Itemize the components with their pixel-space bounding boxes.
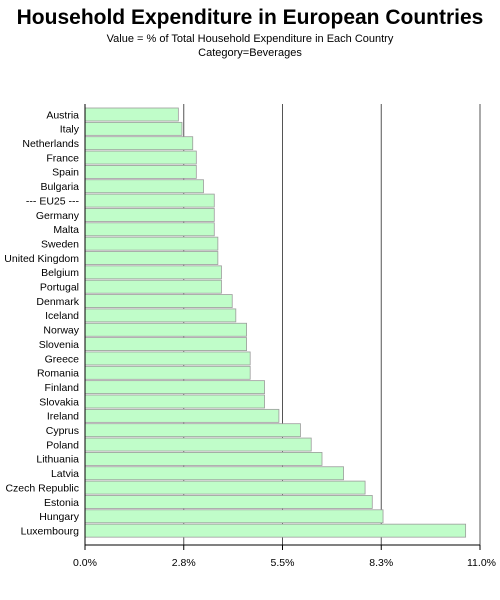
bar — [84, 265, 222, 280]
bar — [84, 394, 265, 409]
bar — [84, 222, 215, 237]
bar — [84, 509, 384, 524]
category-label: France — [46, 152, 79, 164]
category-label: Bulgaria — [40, 181, 79, 193]
bar — [84, 179, 204, 194]
bar — [84, 308, 237, 323]
category-label: Germany — [36, 210, 80, 222]
category-label: Austria — [46, 109, 79, 121]
category-label: Finland — [45, 382, 80, 394]
bar — [84, 495, 373, 509]
category-label: --- EU25 --- — [26, 195, 80, 207]
bar — [84, 337, 247, 352]
x-tick-label: 11.0% — [467, 557, 496, 569]
bar — [84, 480, 366, 495]
bar — [84, 466, 344, 481]
category-labels: Austria Italy Netherlands France Spain Bulgar… — [4, 109, 79, 537]
category-label: Greece — [45, 353, 80, 365]
tick-labels: 0.0% 2.8% 5.5% 8.3% 11.0% — [73, 557, 496, 569]
x-tick-label: 5.5% — [271, 557, 295, 569]
chart-subtitle: Value = % of Total Household Expenditure… — [106, 33, 394, 45]
bar — [84, 423, 301, 438]
bar — [84, 322, 247, 337]
category-label: Luxembourg — [21, 525, 80, 537]
category-label: Italy — [60, 124, 80, 136]
bar — [84, 150, 197, 165]
x-tick-label: 0.0% — [73, 557, 97, 569]
category-label: Belgium — [41, 267, 79, 279]
bar — [84, 236, 219, 251]
bar — [84, 451, 323, 466]
bar — [84, 164, 197, 179]
category-label: Poland — [46, 439, 79, 451]
category-label: Ireland — [47, 411, 79, 423]
category-label: Hungary — [39, 511, 79, 523]
category-label: Cyprus — [46, 425, 79, 437]
bar — [84, 365, 251, 380]
bar — [84, 294, 233, 308]
category-label: Romania — [37, 368, 79, 380]
axes — [84, 104, 481, 550]
category-label: Iceland — [45, 310, 79, 322]
bar — [84, 523, 467, 538]
category-label: Denmark — [36, 296, 79, 308]
bar — [84, 279, 222, 294]
category-label: Portugal — [40, 282, 79, 294]
category-label: Latvia — [51, 468, 79, 480]
bar — [84, 408, 280, 423]
x-tick-label: 2.8% — [172, 557, 196, 569]
category-label: Norway — [43, 325, 79, 337]
x-tick-label: 8.3% — [369, 557, 393, 569]
category-label: Czech Republic — [5, 482, 79, 494]
category-label: Lithuania — [36, 454, 79, 466]
category-label: Slovenia — [39, 339, 79, 351]
bar — [84, 193, 215, 208]
bar — [84, 208, 215, 222]
category-label: Spain — [52, 167, 79, 179]
bar — [84, 351, 251, 366]
bar — [84, 437, 312, 452]
bar — [84, 380, 265, 395]
category-label: Estonia — [44, 497, 79, 509]
category-label: Slovakia — [39, 396, 79, 408]
chart-title: Household Expenditure in European Countr… — [16, 6, 484, 29]
bar — [84, 121, 183, 136]
bar — [84, 251, 219, 265]
category-label: Sweden — [41, 238, 79, 250]
category-label: Netherlands — [22, 138, 79, 150]
category-label: United Kingdom — [4, 253, 79, 265]
bar — [84, 136, 194, 151]
bars — [84, 107, 467, 538]
chart-category-label: Category=Beverages — [198, 47, 302, 59]
bar — [84, 107, 179, 122]
category-label: Malta — [53, 224, 79, 236]
